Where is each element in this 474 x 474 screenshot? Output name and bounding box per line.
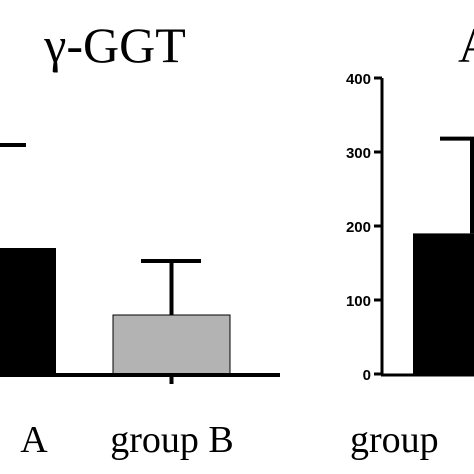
- right-bar: [413, 233, 474, 374]
- left-chart-title: γ-GGT: [43, 17, 186, 73]
- right-y-tick-label: 200: [346, 219, 371, 236]
- left-x-label-group-b: group B: [110, 419, 234, 461]
- right-bars-group: [413, 136, 474, 374]
- left-bar-a: [0, 248, 56, 374]
- right-y-tick-label: 400: [346, 71, 371, 88]
- right-y-tick-label: 100: [346, 293, 371, 310]
- right-chart-title: A: [458, 17, 474, 73]
- left-x-label-a: A: [20, 419, 48, 461]
- left-bar-group-b: [112, 314, 231, 375]
- right-x-label-group: group: [350, 419, 439, 461]
- right-panel: A 0 100 200 300 400 group: [346, 17, 474, 461]
- right-y-axis-group: 0 100 200 300 400: [346, 71, 474, 384]
- left-panel: γ-GGT A group B: [0, 17, 280, 461]
- right-y-tick-label: 0: [363, 367, 371, 384]
- right-y-tick-label: 300: [346, 145, 371, 162]
